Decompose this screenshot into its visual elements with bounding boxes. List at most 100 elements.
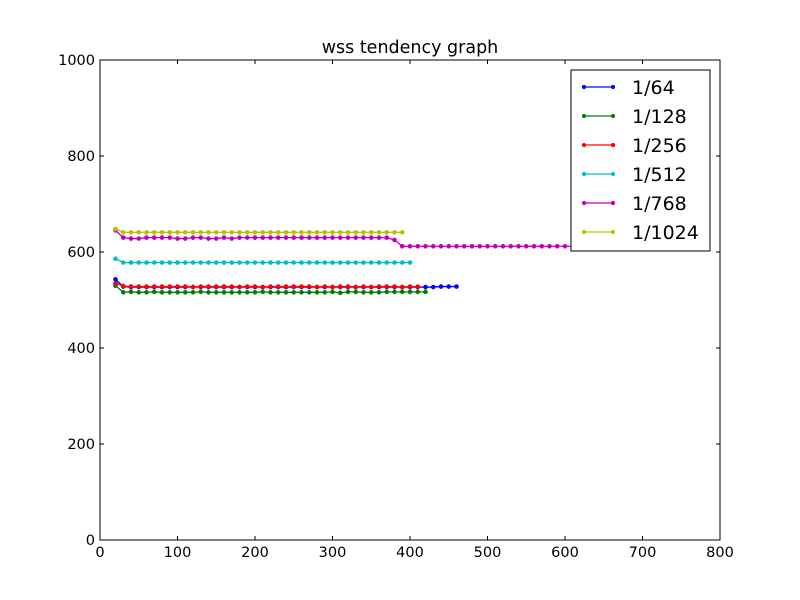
data-point	[244, 260, 250, 265]
data-point	[221, 284, 227, 289]
data-point	[407, 284, 413, 289]
data-point	[330, 289, 335, 295]
data-point	[368, 235, 374, 240]
data-point	[299, 284, 304, 289]
legend-marker	[610, 229, 616, 235]
legend-marker	[610, 142, 616, 148]
x-tick-label: 100	[164, 545, 192, 561]
data-point	[113, 280, 118, 286]
data-point	[337, 284, 343, 289]
data-point	[399, 284, 405, 290]
data-point	[136, 289, 142, 295]
data-point	[384, 235, 390, 240]
data-point	[175, 284, 180, 289]
data-point	[237, 284, 242, 290]
data-point	[159, 289, 165, 295]
data-point	[485, 243, 490, 249]
data-point	[314, 229, 320, 235]
data-point	[175, 260, 180, 265]
legend-marker	[581, 229, 587, 235]
data-point	[120, 229, 126, 235]
data-point	[361, 289, 366, 295]
data-point	[167, 284, 173, 289]
x-tick-label: 800	[706, 545, 734, 561]
data-point	[337, 235, 343, 240]
data-point	[190, 260, 196, 265]
legend-item: 1/128	[581, 106, 687, 128]
legend-marker	[581, 84, 587, 90]
data-point	[229, 229, 235, 235]
data-point	[314, 235, 320, 240]
data-point	[399, 260, 405, 265]
data-point	[330, 260, 335, 265]
data-point	[368, 289, 374, 295]
y-tick-label: 200	[67, 437, 95, 453]
data-point	[182, 260, 188, 265]
data-point	[330, 229, 335, 235]
data-point	[361, 235, 366, 240]
legend-item: 1/1024	[581, 222, 699, 244]
data-point	[384, 284, 390, 289]
data-point	[283, 284, 289, 289]
data-point	[206, 284, 211, 289]
legend-marker	[581, 171, 587, 177]
data-point	[306, 229, 312, 235]
data-point	[260, 229, 266, 235]
data-point	[206, 260, 211, 265]
data-point	[120, 283, 126, 289]
legend-marker	[610, 84, 616, 90]
data-point	[213, 236, 219, 241]
data-point	[252, 289, 258, 295]
data-point	[376, 284, 382, 289]
legend-marker	[581, 113, 587, 119]
data-point	[283, 235, 289, 240]
data-point	[260, 260, 266, 265]
data-point	[260, 284, 266, 290]
data-point	[345, 235, 351, 240]
series-1-256	[113, 280, 421, 290]
data-point	[136, 236, 142, 241]
data-point	[368, 284, 374, 290]
data-point	[151, 235, 157, 240]
data-point	[198, 229, 204, 235]
x-tick-label: 400	[396, 545, 424, 561]
data-point	[244, 235, 250, 240]
data-point	[260, 289, 266, 295]
data-point	[322, 289, 328, 295]
data-point	[392, 289, 397, 295]
data-point	[438, 243, 444, 249]
data-point	[252, 229, 258, 235]
data-point	[144, 260, 149, 265]
data-point	[128, 236, 134, 241]
data-point	[314, 284, 320, 290]
data-point	[353, 289, 359, 295]
data-point	[314, 260, 320, 265]
legend-marker	[581, 200, 587, 206]
data-point	[384, 289, 390, 295]
data-point	[423, 243, 428, 249]
data-point	[415, 289, 421, 295]
data-point	[221, 235, 227, 240]
data-point	[144, 229, 149, 235]
x-tick-label: 300	[319, 545, 347, 561]
data-point	[151, 284, 157, 289]
chart-title: wss tendency graph	[322, 38, 499, 58]
x-tick-label: 0	[95, 545, 104, 561]
data-point	[275, 284, 281, 289]
data-point	[384, 229, 390, 235]
data-point	[337, 229, 343, 235]
data-point	[237, 235, 242, 240]
series-line	[115, 282, 418, 288]
data-point	[244, 289, 250, 295]
data-point	[198, 289, 204, 295]
y-tick-label: 800	[67, 149, 95, 165]
data-point	[283, 289, 289, 295]
data-point	[562, 243, 568, 249]
data-point	[345, 284, 351, 289]
data-point	[128, 260, 134, 265]
data-point	[399, 229, 405, 235]
data-point	[136, 229, 142, 235]
data-point	[213, 284, 219, 289]
data-point	[337, 260, 343, 265]
data-point	[392, 237, 397, 243]
